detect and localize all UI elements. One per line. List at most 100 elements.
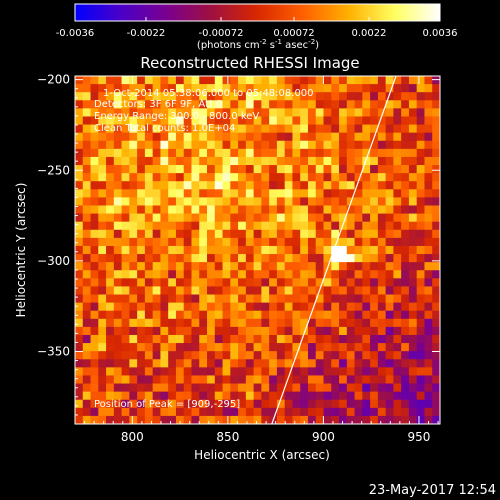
heatmap-cell: [276, 189, 286, 198]
heatmap-cell: [222, 343, 231, 352]
heatmap-cell: [424, 391, 433, 401]
heatmap-cell: [315, 205, 324, 214]
heatmap-cell: [393, 415, 402, 425]
heatmap-cell: [424, 262, 433, 271]
heatmap-cell: [113, 108, 122, 117]
heatmap-cell: [175, 367, 185, 376]
heatmap-cell: [82, 254, 91, 263]
heatmap-cell: [269, 197, 278, 206]
heatmap-cell: [331, 286, 340, 295]
heatmap-cell: [354, 302, 363, 312]
heatmap-cell: [323, 181, 332, 190]
heatmap-cell: [354, 116, 363, 125]
heatmap-cell: [245, 407, 255, 417]
heatmap-cell: [261, 92, 270, 101]
heatmap-cell: [292, 181, 301, 190]
heatmap-cell: [307, 254, 317, 263]
heatmap-cell: [339, 375, 348, 384]
heatmap-cell: [323, 229, 332, 239]
heatmap-cell: [175, 181, 185, 190]
heatmap-cell: [416, 84, 425, 93]
heatmap-cell: [106, 334, 115, 344]
detectors-text: Detectors: 3F 6F 9F, Att 0: [94, 99, 222, 110]
heatmap-cell: [98, 124, 107, 134]
heatmap-cell: [245, 229, 255, 239]
heatmap-cell: [284, 92, 293, 101]
heatmap-cell: [377, 92, 387, 101]
heatmap-cell: [408, 286, 418, 295]
heatmap-cell: [106, 278, 115, 287]
heatmap-cell: [183, 286, 192, 295]
heatmap-cell: [113, 213, 122, 223]
heatmap-cell: [261, 100, 270, 109]
heatmap-cell: [183, 100, 192, 109]
heatmap-cell: [191, 92, 200, 101]
heatmap-cell: [354, 108, 363, 117]
heatmap-cell: [401, 245, 410, 255]
heatmap-cell: [168, 140, 177, 150]
heatmap-cell: [98, 391, 107, 401]
heatmap-cell: [362, 359, 371, 368]
heatmap-cell: [214, 237, 223, 247]
heatmap-cell: [370, 84, 379, 93]
heatmap-cell: [152, 343, 161, 352]
heatmap-cell: [214, 407, 223, 417]
heatmap-cell: [175, 278, 185, 287]
heatmap-cell: [253, 310, 262, 320]
heatmap-cell: [75, 205, 84, 214]
heatmap-cell: [183, 189, 192, 198]
heatmap-cell: [214, 262, 223, 271]
heatmap-cell: [284, 351, 293, 360]
heatmap-cell: [253, 189, 262, 198]
heatmap-cell: [401, 302, 410, 312]
heatmap-cell: [385, 132, 394, 142]
heatmap-cell: [214, 165, 223, 174]
heatmap-cell: [416, 318, 425, 328]
heatmap-cell: [175, 189, 185, 198]
heatmap-cell: [82, 181, 91, 190]
heatmap-cell: [75, 326, 84, 336]
heatmap-cell: [354, 140, 363, 150]
heatmap-cell: [331, 343, 340, 352]
heatmap-cell: [90, 286, 99, 295]
heatmap-cell: [245, 205, 255, 214]
heatmap-cell: [175, 310, 185, 320]
heatmap-cell: [168, 367, 177, 376]
heatmap-cell: [207, 351, 216, 360]
heatmap-cell: [292, 140, 301, 150]
heatmap-cell: [284, 391, 293, 401]
heatmap-cell: [106, 229, 115, 239]
heatmap-cell: [144, 245, 154, 255]
heatmap-cell: [416, 334, 425, 344]
heatmap-cell: [214, 318, 223, 328]
heatmap-cell: [432, 278, 441, 287]
heatmap-cell: [307, 343, 317, 352]
heatmap-cell: [370, 197, 379, 206]
heatmap-cell: [113, 156, 122, 166]
y-tick-label: −300: [37, 254, 70, 268]
heatmap-cell: [284, 310, 293, 320]
heatmap-cell: [183, 262, 192, 271]
heatmap-cell: [106, 359, 115, 368]
heatmap-cell: [362, 407, 371, 417]
heatmap-cell: [121, 229, 130, 239]
heatmap-cell: [424, 173, 433, 182]
heatmap-cell: [245, 318, 255, 328]
heatmap-cell: [408, 359, 418, 368]
heatmap-cell: [75, 197, 84, 206]
heatmap-cell: [292, 399, 301, 409]
heatmap-cell: [230, 116, 239, 125]
heatmap-cell: [261, 148, 270, 158]
heatmap-cell: [121, 343, 130, 352]
heatmap-cell: [121, 92, 130, 101]
heatmap-cell: [222, 92, 231, 101]
heatmap-cell: [362, 278, 371, 287]
heatmap-cell: [137, 92, 146, 101]
heatmap-cell: [98, 76, 107, 85]
heatmap-cell: [377, 237, 387, 247]
heatmap-cell: [284, 262, 293, 271]
heatmap-cell: [284, 124, 293, 134]
heatmap-cell: [137, 245, 146, 255]
heatmap-cell: [90, 124, 99, 134]
heatmap-cell: [222, 262, 231, 271]
